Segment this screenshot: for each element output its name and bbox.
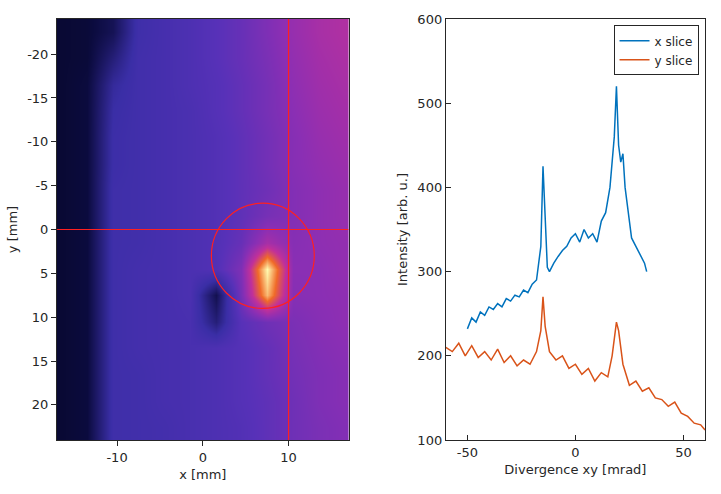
svg-text:x slice: x slice <box>655 34 693 48</box>
svg-text:0: 0 <box>571 445 579 460</box>
svg-text:10: 10 <box>280 450 297 465</box>
svg-text:0: 0 <box>40 222 48 237</box>
svg-text:-5: -5 <box>35 178 48 193</box>
svg-text:15: 15 <box>32 354 49 369</box>
svg-text:-10: -10 <box>106 450 127 465</box>
svg-text:Divergence xy [mrad]: Divergence xy [mrad] <box>504 462 646 477</box>
svg-text:600: 600 <box>417 12 442 27</box>
svg-text:5: 5 <box>40 266 48 281</box>
svg-text:Intensity [arb. u.]: Intensity [arb. u.] <box>395 173 410 286</box>
svg-text:y [mm]: y [mm] <box>5 206 20 253</box>
svg-text:0: 0 <box>199 450 207 465</box>
svg-text:10: 10 <box>32 310 49 325</box>
svg-text:20: 20 <box>32 397 49 412</box>
svg-text:-10: -10 <box>27 134 48 149</box>
svg-text:300: 300 <box>417 264 442 279</box>
svg-text:50: 50 <box>675 445 692 460</box>
svg-text:x [mm]: x [mm] <box>179 467 226 482</box>
svg-text:100: 100 <box>417 433 442 448</box>
svg-text:200: 200 <box>417 348 442 363</box>
svg-text:500: 500 <box>417 96 442 111</box>
svg-text:-50: -50 <box>457 445 478 460</box>
svg-text:-15: -15 <box>27 90 48 105</box>
svg-text:y slice: y slice <box>655 53 693 67</box>
svg-text:-20: -20 <box>27 47 48 62</box>
svg-text:400: 400 <box>417 180 442 195</box>
